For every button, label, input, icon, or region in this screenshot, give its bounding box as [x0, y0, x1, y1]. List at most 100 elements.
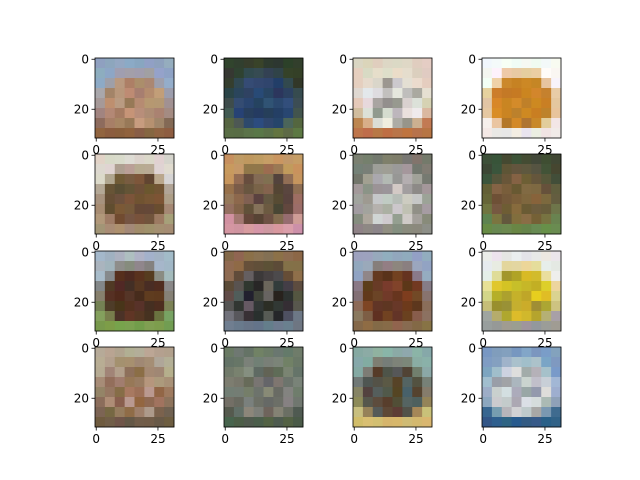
image-pixel-block — [253, 98, 264, 109]
image-pixel-block — [114, 347, 126, 358]
image-pixel-block — [263, 118, 274, 129]
image-pixel-block — [501, 417, 513, 428]
image-pixel-block — [283, 271, 294, 282]
image-pixel-block — [243, 214, 255, 225]
image-pixel-block — [531, 367, 542, 378]
image-pixel-block — [412, 397, 423, 408]
image-pixel-block — [392, 417, 403, 428]
image-pixel-block — [224, 357, 235, 368]
image-pixel-block — [164, 261, 175, 272]
image-pixel-block — [482, 174, 493, 185]
image-pixel-block — [511, 58, 522, 69]
image-pixel-block — [243, 311, 255, 322]
image-pixel-block — [243, 118, 255, 129]
image-pixel-block — [124, 387, 135, 398]
image-pixel-block — [233, 174, 245, 185]
image-pixel-block — [521, 78, 532, 89]
image-pixel-block — [253, 174, 264, 185]
image-pixel-block — [124, 417, 135, 428]
image-pixel-block — [372, 128, 384, 139]
image-pixel-block — [134, 88, 145, 99]
image-pixel-block — [154, 58, 165, 69]
image-pixel-block — [501, 261, 513, 272]
image-pixel-block — [164, 397, 175, 408]
image-pixel-block — [551, 128, 562, 139]
image-pixel-block — [95, 301, 106, 312]
image-pixel-block — [114, 174, 126, 185]
image-pixel-block — [95, 98, 106, 109]
image-pixel-block — [154, 301, 165, 312]
x-tick-label: 0 — [479, 143, 487, 157]
image-pixel-block — [353, 118, 364, 129]
image-pixel-block — [422, 397, 433, 408]
image-pixel-block — [511, 118, 522, 129]
image-cat — [95, 58, 175, 139]
image-pixel-block — [372, 291, 384, 302]
image-pixel-block — [482, 251, 493, 262]
image-pixel-block — [114, 194, 126, 205]
image-pixel-block — [273, 291, 284, 302]
image-pixel-block — [114, 204, 126, 215]
x-tick-label: 25 — [537, 336, 552, 350]
image-pixel-block — [293, 321, 304, 332]
image-pixel-block — [491, 204, 503, 215]
image-pixel-block — [95, 281, 106, 292]
image-pixel-block — [154, 184, 165, 195]
image-pixel-block — [224, 271, 235, 282]
image-pixel-block — [422, 321, 433, 332]
image-pixel-block — [273, 224, 284, 235]
image-pixel-block — [531, 271, 542, 282]
image-pixel-block — [422, 58, 433, 69]
image-pixel-block — [114, 184, 126, 195]
image-pixel-block — [521, 291, 532, 302]
image-pixel-block — [521, 68, 532, 79]
image-pixel-block — [134, 321, 145, 332]
image-pixel-block — [422, 271, 433, 282]
image-pixel-block — [144, 118, 155, 129]
image-pixel-block — [402, 321, 413, 332]
image-pixel-block — [422, 224, 433, 235]
y-tick-label: 20 — [461, 198, 476, 212]
image-pixel-block — [144, 407, 155, 418]
image-pixel-block — [382, 347, 393, 358]
image-pixel-block — [253, 321, 264, 332]
image-pixel-block — [402, 397, 413, 408]
x-tick-label: 0 — [479, 239, 487, 253]
image-pixel-block — [482, 261, 493, 272]
image-pixel-block — [521, 224, 532, 235]
image-pixel-block — [382, 214, 393, 225]
image-pixel-block — [164, 377, 175, 388]
image-pixel-block — [541, 377, 552, 388]
image-pixel-block — [95, 118, 106, 129]
image-pixel-block — [521, 417, 532, 428]
image-pixel-block — [362, 204, 374, 215]
y-tick-label: 20 — [461, 391, 476, 405]
image-pixel-block — [95, 154, 106, 165]
image-pixel-block — [521, 88, 532, 99]
image-pixel-block — [541, 251, 552, 262]
image-pixel-block — [412, 98, 423, 109]
image-pixel-block — [273, 58, 284, 69]
image-pixel-block — [253, 154, 264, 165]
image-pixel-block — [392, 347, 403, 358]
image-pixel-block — [293, 224, 304, 235]
image-pixel-block — [233, 108, 245, 119]
image-pixel-block — [551, 88, 562, 99]
image-pixel-block — [382, 271, 393, 282]
image-pixel-block — [253, 301, 264, 312]
image-pixel-block — [144, 194, 155, 205]
image-pixel-block — [243, 291, 255, 302]
image-pixel-block — [243, 347, 255, 358]
image-pixel-block — [353, 397, 364, 408]
image-pixel-block — [362, 377, 374, 388]
y-tick-label: 20 — [332, 102, 347, 116]
image-pixel-block — [392, 261, 403, 272]
image-pixel-block — [551, 367, 562, 378]
axes-frame — [352, 250, 433, 332]
image-pixel-block — [283, 58, 294, 69]
image-pixel-block — [253, 184, 264, 195]
image-pixel-block — [422, 347, 433, 358]
image-pixel-block — [541, 357, 552, 368]
image-pixel-block — [95, 58, 106, 69]
image-pixel-block — [95, 347, 106, 358]
